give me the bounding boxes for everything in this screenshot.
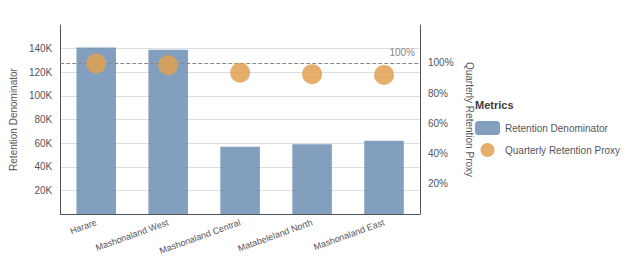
svg-text:Retention Denominator: Retention Denominator xyxy=(8,67,19,171)
svg-text:140K: 140K xyxy=(29,43,53,54)
svg-text:20%: 20% xyxy=(428,178,448,189)
svg-text:100%: 100% xyxy=(389,47,415,58)
svg-text:Mashonaland West: Mashonaland West xyxy=(94,217,170,253)
svg-text:80%: 80% xyxy=(428,88,448,99)
svg-text:20K: 20K xyxy=(34,185,52,196)
svg-text:120K: 120K xyxy=(29,67,53,78)
svg-text:100%: 100% xyxy=(428,57,454,68)
svg-text:80K: 80K xyxy=(34,114,52,125)
svg-text:40%: 40% xyxy=(428,148,448,159)
svg-text:Metrics: Metrics xyxy=(475,99,514,111)
svg-text:Mashonaland East: Mashonaland East xyxy=(312,217,386,252)
svg-text:60%: 60% xyxy=(428,118,448,129)
svg-text:40K: 40K xyxy=(34,161,52,172)
svg-text:Harare: Harare xyxy=(69,217,98,236)
svg-text:Mashonaland Central: Mashonaland Central xyxy=(158,217,242,256)
svg-text:Matabeleland North: Matabeleland North xyxy=(237,217,314,253)
svg-text:100K: 100K xyxy=(29,90,53,101)
svg-text:Retention Denominator: Retention Denominator xyxy=(505,123,609,134)
svg-text:60K: 60K xyxy=(34,138,52,149)
svg-text:Quarterly Retention Proxy: Quarterly Retention Proxy xyxy=(505,145,620,156)
svg-text:Quarterly Retention Proxy: Quarterly Retention Proxy xyxy=(464,62,475,177)
